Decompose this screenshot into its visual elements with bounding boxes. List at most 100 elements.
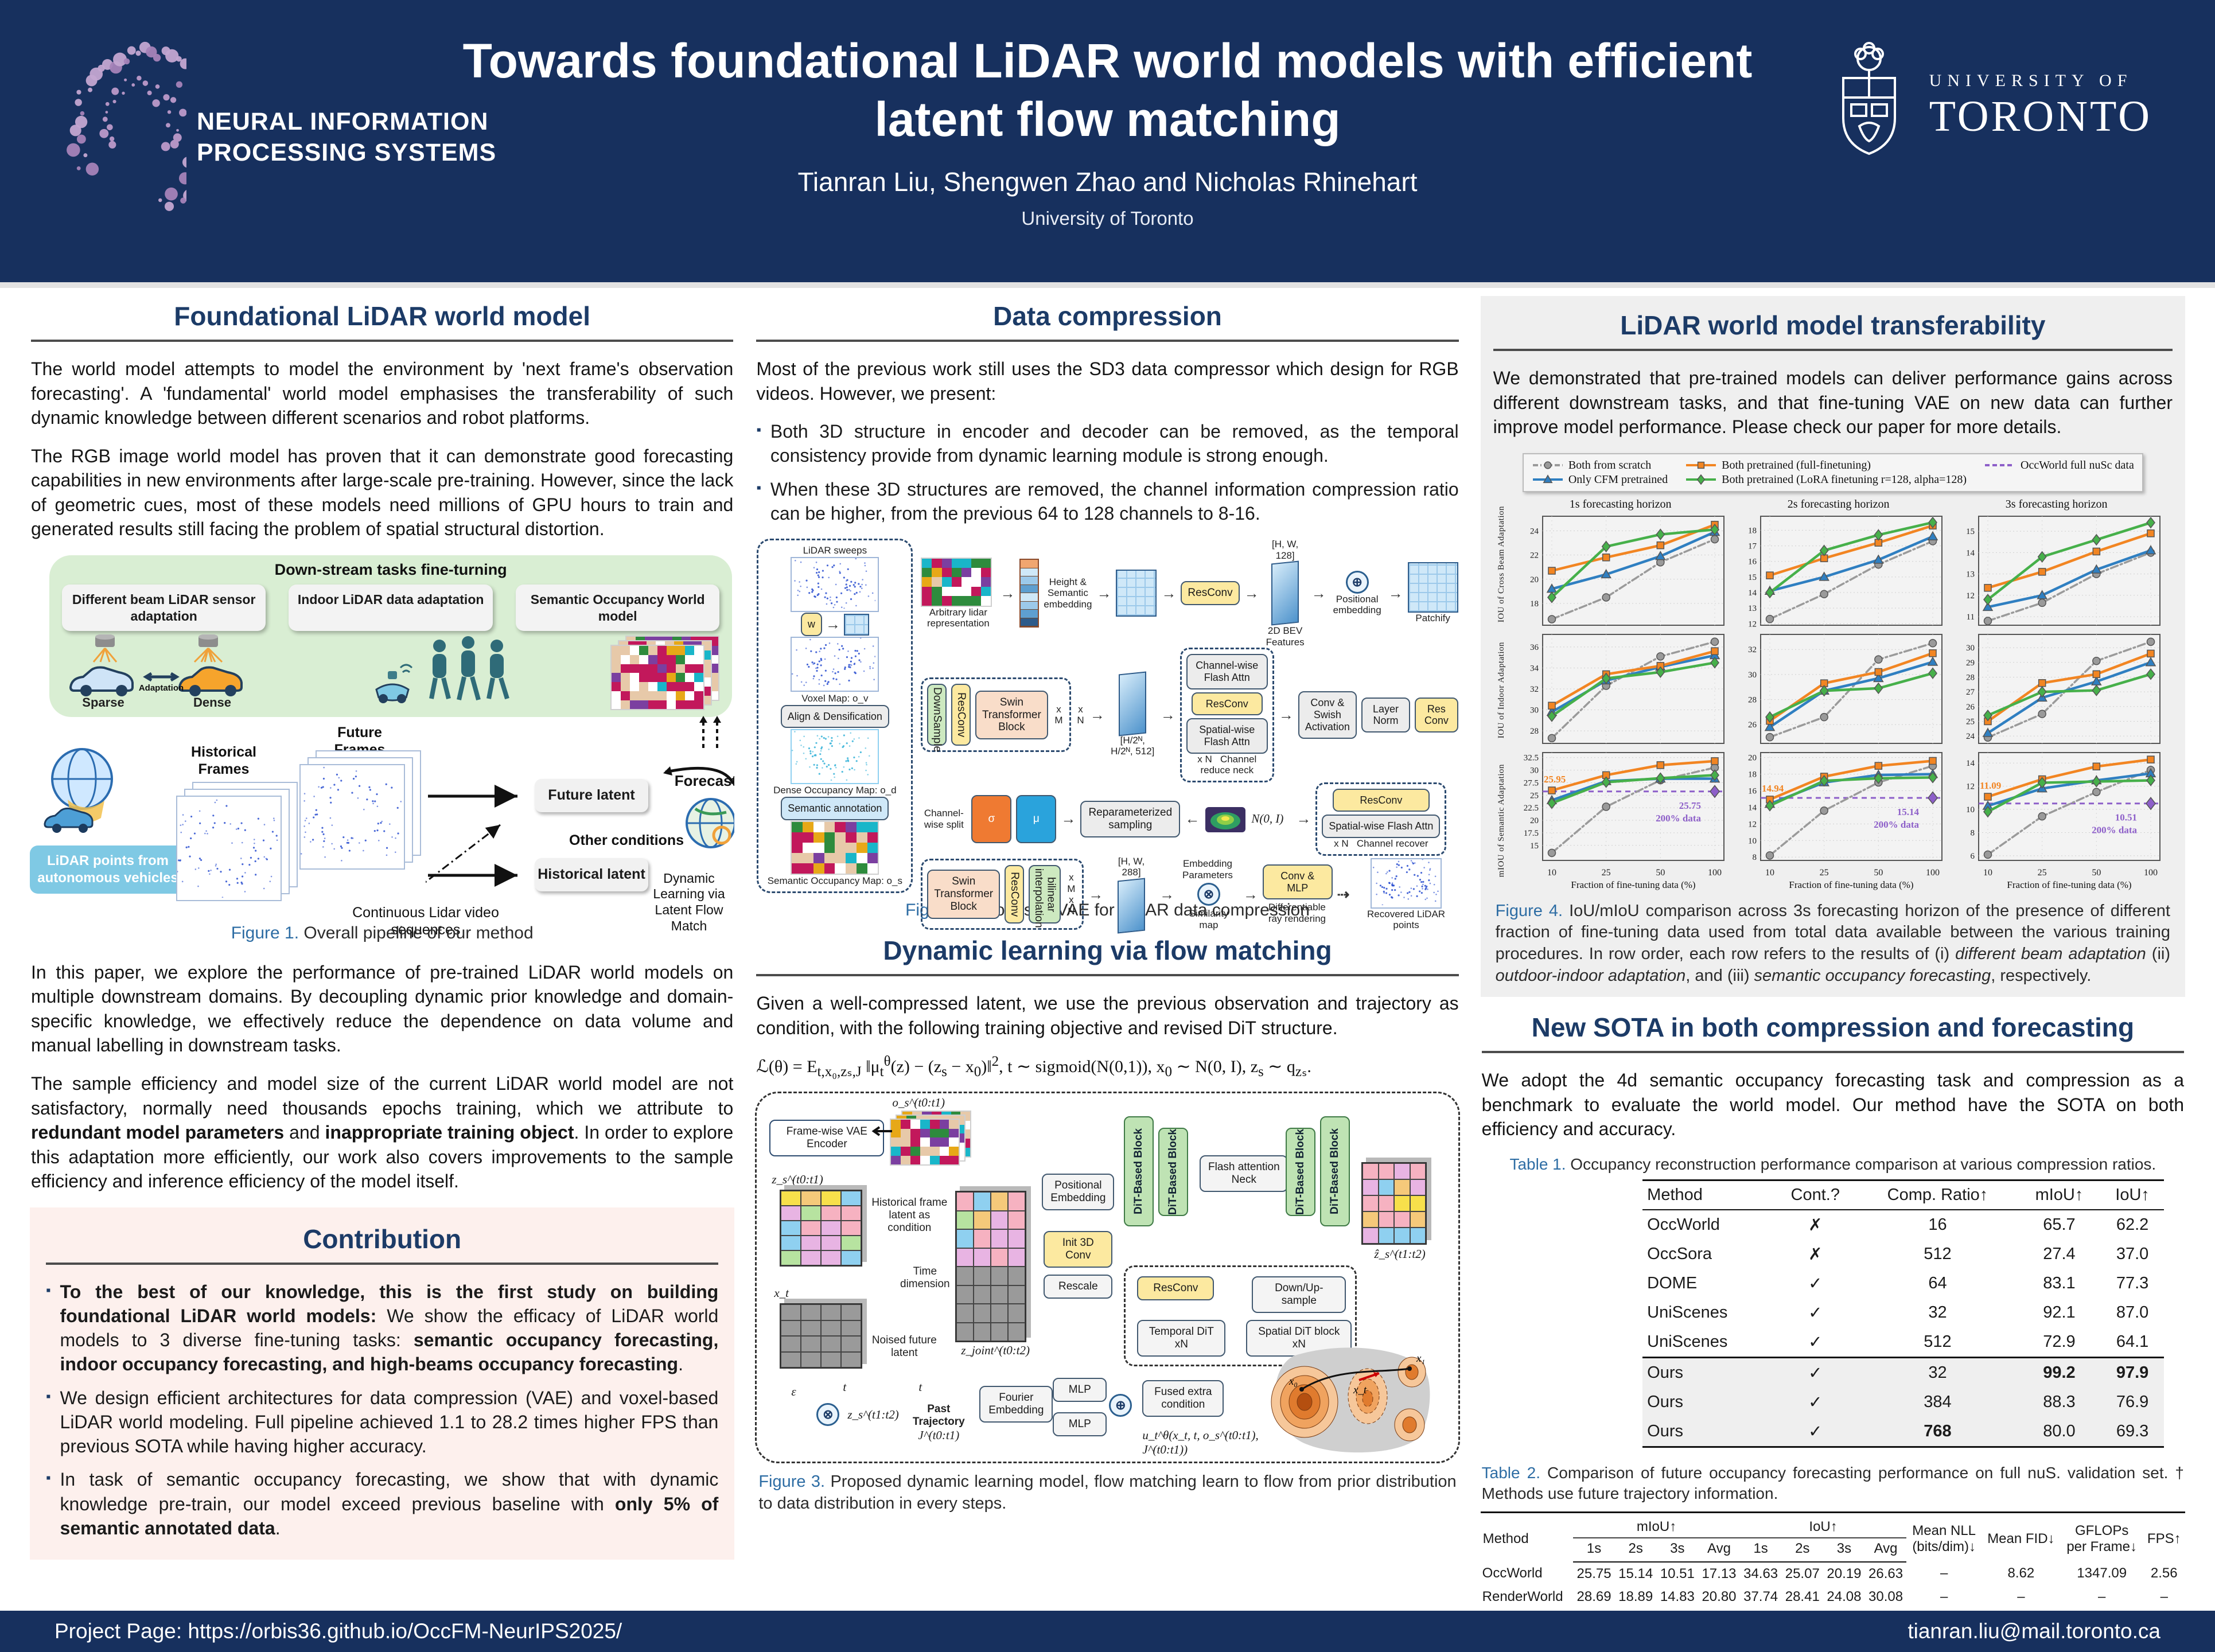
gaussian-icon xyxy=(1205,806,1246,832)
semantic-annotation-box: Semantic annotation xyxy=(781,797,889,820)
figure3: Frame-wise VAE Encoder o_s^(t0:t1) z_s^(… xyxy=(755,1092,1460,1464)
svg-text:22: 22 xyxy=(1530,551,1539,560)
legend-item: OccWorld full nuSc data xyxy=(1985,458,2134,472)
table2-forecasting: Method mIoU↑ IoU↑ Mean NLL (bits/dim)↓ Mean F… xyxy=(1480,1511,2185,1607)
svg-text:30: 30 xyxy=(1748,671,1757,680)
adaptation-label: Adaptation xyxy=(139,683,184,693)
svg-text:16: 16 xyxy=(1748,786,1757,796)
bullet-item: ▪ To the best of our knowledge, this is t… xyxy=(46,1281,719,1375)
channel-flash-attn-box: Channel-wise Flash Attn xyxy=(1186,654,1268,689)
svg-text:28: 28 xyxy=(1530,727,1539,736)
figure1-panel-title: Down-stream tasks fine-turning xyxy=(274,560,507,578)
hw288-label: [H, W, 288] xyxy=(1118,855,1145,878)
world-model-globe-icon xyxy=(686,797,735,848)
svg-text:32: 32 xyxy=(1530,685,1539,694)
figure4-charts: IOU of Cross Beam Adaptation 1s forecasti… xyxy=(1492,498,2174,893)
historical-latent-box: Historical latent xyxy=(535,858,648,891)
beam-adaptation-icon: Adaptation Sparse Dense xyxy=(69,634,243,709)
right-column: LiDAR world model transferability We dem… xyxy=(1480,296,2185,1607)
resconv-box: ResConv xyxy=(1181,581,1240,606)
dynamic-learning-label: Dynamic Learning via Latent Flow Match xyxy=(653,870,725,933)
svg-text:32.5: 32.5 xyxy=(1523,753,1538,762)
neurips-wordmark: NEURAL INFORMATION PROCESSING SYSTEMS xyxy=(197,107,496,169)
legend-item: Both pretrained (full-finetuning) xyxy=(1685,459,1967,472)
svg-text:14: 14 xyxy=(1748,589,1757,598)
bullet-item: ▪ When these 3D structures are removed, t… xyxy=(756,478,1459,524)
neurips-logo: NEURAL INFORMATION PROCESSING SYSTEMS xyxy=(55,23,496,252)
positional-embedding-box: Positional Embedding xyxy=(1042,1174,1115,1210)
svg-text:17: 17 xyxy=(1748,541,1757,551)
lidar-sensor-icon xyxy=(92,634,118,663)
svg-text:20: 20 xyxy=(1748,753,1757,762)
footer: Project Page: https://orbis36.github.io/… xyxy=(0,1611,2215,1652)
svg-text:25: 25 xyxy=(1530,791,1539,800)
dit-inner-structure: ResConv Down/Up-sample Temporal DiT xN S… xyxy=(1124,1265,1357,1367)
svg-text:20: 20 xyxy=(1530,816,1539,825)
dit-block: DiT-Based Block xyxy=(1286,1128,1316,1217)
rescale-box: Rescale xyxy=(1044,1275,1113,1299)
x1-label: x₁ xyxy=(1416,1353,1425,1365)
svg-text:10: 10 xyxy=(1966,805,1975,815)
svg-text:10: 10 xyxy=(1765,868,1774,878)
divider xyxy=(1493,349,2173,351)
svg-text:29: 29 xyxy=(1966,658,1975,667)
svg-text:Fraction of fine-tuning data (: Fraction of fine-tuning data (%) xyxy=(1571,879,1695,890)
add-icon: ⊕ xyxy=(1109,1394,1132,1417)
svg-text:26: 26 xyxy=(1966,702,1975,711)
xt-label: x_t xyxy=(774,1286,789,1300)
t-label: t xyxy=(918,1380,922,1394)
bullet-item: ▪ Both 3D structure in encoder and decode… xyxy=(756,421,1459,466)
line-chart: 8 10 12 14 16 18 20 10 25 50 100 Fraction of fine-t… xyxy=(1748,751,1942,890)
zhat-label: ẑ_s^(t1:t2) xyxy=(1374,1247,1426,1261)
neurips-logo-icon xyxy=(67,41,186,211)
svg-text:22.5: 22.5 xyxy=(1523,804,1538,813)
svg-text:30: 30 xyxy=(1966,644,1975,653)
robot-vacuum-icon xyxy=(375,664,413,704)
spatial-flash-attn-box: Spatial-wise Flash Attn xyxy=(1186,718,1268,754)
svg-text:200% data: 200% data xyxy=(1874,819,1919,830)
dense-car-icon xyxy=(178,666,243,697)
svg-text:12: 12 xyxy=(1966,591,1975,600)
zjoint-label: z_joint^(t0:t2) xyxy=(961,1343,1030,1358)
svg-text:12: 12 xyxy=(1966,782,1975,791)
line-chart: 6 8 10 12 14 10 25 50 100 Fraction of fine-tuning… xyxy=(1966,751,2160,890)
left-column: Foundational LiDAR world model The world… xyxy=(30,296,735,1607)
uoft-wordmark: UNIVERSITY OF TORONTO xyxy=(1929,71,2152,142)
svg-text:100: 100 xyxy=(1926,868,1940,878)
line-chart: 24 25 26 27 28 29 30 xyxy=(1966,633,2160,744)
svg-text:15: 15 xyxy=(1530,841,1539,850)
svg-text:50: 50 xyxy=(1656,868,1665,878)
sparse-car-icon xyxy=(69,666,134,697)
swin-transformer-box: Swin Transformer Block xyxy=(975,690,1048,740)
os-label: o_s^(t0:t1) xyxy=(892,1096,945,1110)
resconv-box: ResConv xyxy=(1137,1276,1214,1300)
embedding-parameters-label: Embedding Parameters xyxy=(1182,858,1233,880)
svg-text:25: 25 xyxy=(2037,868,2046,878)
figure2-input-panel: LiDAR sweeps w → Voxel Map: o_v Align & … xyxy=(757,539,913,894)
svg-text:200% data: 200% data xyxy=(1656,812,1701,823)
divider xyxy=(756,340,1459,342)
pipeline-arrows xyxy=(426,784,517,887)
authors: Tianran Liu, Shengwen Zhao and Nicholas … xyxy=(797,166,1418,197)
divider xyxy=(46,1262,719,1265)
svg-text:8: 8 xyxy=(1752,853,1757,862)
svg-text:20: 20 xyxy=(1530,575,1539,584)
paragraph: We demonstrated that pre-trained models … xyxy=(1493,368,2173,438)
svg-text:10.51: 10.51 xyxy=(2115,812,2136,823)
bev-features-label: 2D BEV Features xyxy=(1266,625,1305,648)
other-conditions-label: Other conditions xyxy=(569,832,684,848)
arrow-left xyxy=(871,1126,893,1136)
legend-item: Both from scratch xyxy=(1532,459,1668,472)
svg-text:25: 25 xyxy=(1966,717,1975,726)
svg-text:10: 10 xyxy=(1547,868,1556,878)
paragraph: Given a well-compressed latent, we use t… xyxy=(756,993,1459,1038)
future-frames-stack xyxy=(299,750,423,874)
svg-text:34: 34 xyxy=(1530,664,1539,673)
channel-recover-block: ResConv Spatial-wise Flash Attn x N Chan… xyxy=(1315,782,1447,856)
section-heading-sota: New SOTA in both compression and forecas… xyxy=(1531,1012,2135,1043)
lidar-points-label: LiDAR points from autonomous vehicles xyxy=(30,845,186,894)
dashed-up-arrows xyxy=(699,715,721,748)
section-heading-compression: Data compression xyxy=(993,301,1222,331)
output-latent-cube xyxy=(1361,1162,1427,1245)
xt-label: x_t xyxy=(1353,1384,1367,1396)
